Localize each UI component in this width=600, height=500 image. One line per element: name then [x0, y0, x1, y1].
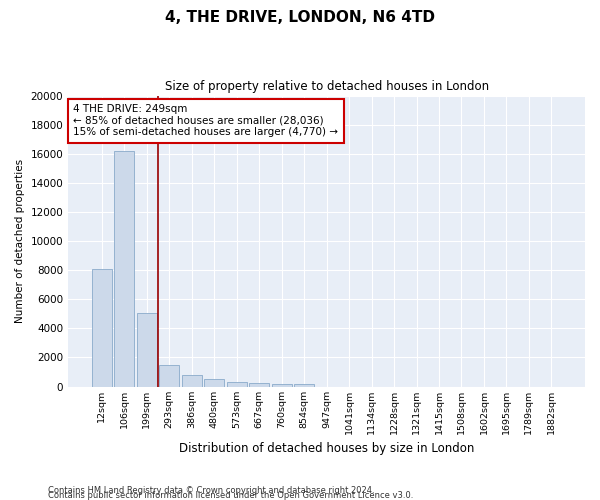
Bar	[204, 379, 224, 386]
Bar	[159, 364, 179, 386]
Bar	[294, 384, 314, 386]
Bar	[92, 270, 112, 386]
Y-axis label: Number of detached properties: Number of detached properties	[15, 159, 25, 323]
Bar	[137, 313, 157, 386]
Text: Contains public sector information licensed under the Open Government Licence v3: Contains public sector information licen…	[48, 491, 413, 500]
Bar	[249, 384, 269, 386]
Text: 4, THE DRIVE, LONDON, N6 4TD: 4, THE DRIVE, LONDON, N6 4TD	[165, 10, 435, 25]
Bar	[227, 382, 247, 386]
Bar	[182, 375, 202, 386]
Bar	[272, 384, 292, 386]
Text: 4 THE DRIVE: 249sqm
← 85% of detached houses are smaller (28,036)
15% of semi-de: 4 THE DRIVE: 249sqm ← 85% of detached ho…	[73, 104, 338, 138]
Title: Size of property relative to detached houses in London: Size of property relative to detached ho…	[164, 80, 488, 93]
Bar	[114, 151, 134, 386]
Text: Contains HM Land Registry data © Crown copyright and database right 2024.: Contains HM Land Registry data © Crown c…	[48, 486, 374, 495]
X-axis label: Distribution of detached houses by size in London: Distribution of detached houses by size …	[179, 442, 474, 455]
